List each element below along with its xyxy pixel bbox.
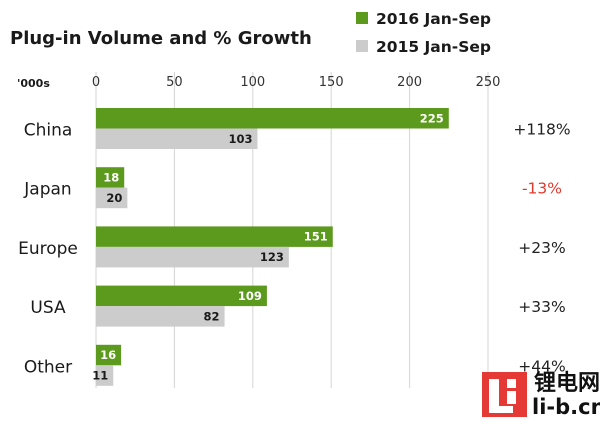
watermark-logo-letter-l <box>489 379 513 413</box>
value-label-usa-2016: 109 <box>238 289 262 303</box>
value-label-usa-2015: 82 <box>204 309 220 323</box>
value-labels: 225 103 18 20 151 123 109 82 16 11 <box>92 111 444 382</box>
bar-japan-2015 <box>96 187 128 209</box>
category-label-china: China <box>24 121 73 141</box>
bar-usa-2015 <box>96 306 225 327</box>
legend: 2016 Jan-Sep 2015 Jan-Sep <box>356 10 491 56</box>
value-label-china-2015: 103 <box>228 132 252 146</box>
bar-china-2016 <box>96 108 449 129</box>
watermark-domain-text: li-b.cn <box>532 395 600 419</box>
category-label-europe: Europe <box>18 239 78 259</box>
x-tick-label-50: 50 <box>166 75 183 90</box>
x-tick-label-0: 0 <box>92 75 100 90</box>
legend-label-2015: 2015 Jan-Sep <box>376 38 491 56</box>
value-label-other-2016: 16 <box>100 348 116 362</box>
watermark-chinese-text: 锂电网 <box>534 370 600 396</box>
x-axis-ticks: 0 50 100 150 200 250 <box>92 75 501 90</box>
growth-label-other: +44% <box>518 357 565 375</box>
bar-china-2015 <box>96 128 258 149</box>
bar-europe-2015 <box>96 246 289 268</box>
value-label-japan-2016: 18 <box>103 170 119 184</box>
watermark-logo-letter-i-dot <box>507 379 516 388</box>
x-tick-label-100: 100 <box>240 75 265 90</box>
legend-label-2016: 2016 Jan-Sep <box>376 10 491 28</box>
x-tick-label-200: 200 <box>397 75 422 90</box>
bar-japan-2016 <box>96 167 125 188</box>
bar-europe-2016 <box>96 226 333 247</box>
bar-other-2015 <box>96 365 114 386</box>
watermark-logo-letter-i-stem <box>507 391 516 404</box>
growth-label-china: +118% <box>513 121 570 139</box>
bar-other-2016 <box>96 344 122 366</box>
value-label-japan-2015: 20 <box>106 191 122 205</box>
growth-labels: +118% -13% +23% +33% +44% <box>513 121 570 376</box>
x-tick-label-150: 150 <box>319 75 344 90</box>
category-label-usa: USA <box>30 298 66 318</box>
legend-swatch-2016 <box>356 12 368 24</box>
category-label-other: Other <box>24 357 72 377</box>
legend-swatch-2015 <box>356 40 368 52</box>
value-label-other-2015: 11 <box>92 369 108 383</box>
category-labels: China Japan Europe USA Other <box>18 121 78 378</box>
growth-label-japan: -13% <box>522 180 562 198</box>
watermark: 锂电网 li-b.cn <box>482 370 600 419</box>
value-label-europe-2015: 123 <box>260 250 284 264</box>
growth-label-europe: +23% <box>518 239 565 257</box>
value-label-china-2016: 225 <box>420 111 444 125</box>
x-tick-label-250: 250 <box>476 75 501 90</box>
bar-usa-2016 <box>96 285 267 307</box>
growth-label-usa: +33% <box>518 298 565 316</box>
bars <box>96 108 449 386</box>
category-label-japan: Japan <box>23 180 71 200</box>
chart-title: Plug-in Volume and % Growth <box>10 28 312 49</box>
axis-unit-label: '000s <box>17 77 50 90</box>
value-label-europe-2016: 151 <box>304 230 328 244</box>
